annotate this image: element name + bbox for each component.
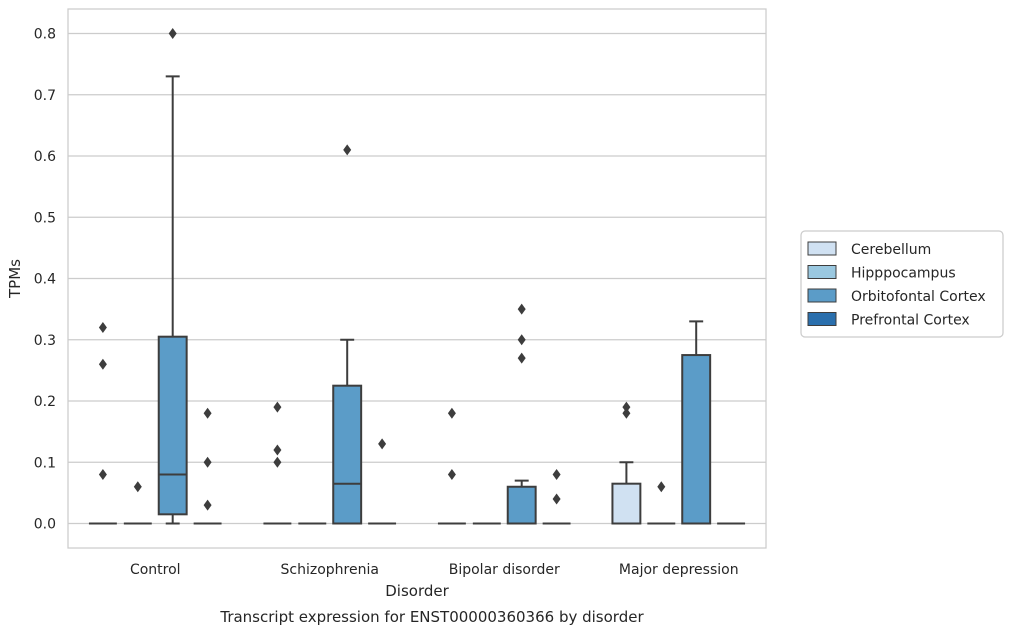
outlier-point [273, 444, 282, 456]
outlier-point [447, 469, 456, 480]
y-tick-labels: 0.0 0.1 0.2 0.3 0.4 0.5 0.6 0.7 0.8 [34, 27, 56, 533]
legend-item: Hipppocampus [807, 265, 956, 282]
outlier-point [98, 358, 107, 370]
box-bipolar-disorder [506, 303, 537, 525]
y-tick-label: 0.2 [34, 394, 56, 410]
series-prefrontal-cortex [193, 407, 746, 525]
box-bipolar-disorder [542, 469, 571, 525]
y-tick-label: 0.4 [34, 272, 56, 288]
legend-swatch [807, 312, 837, 326]
outlier-point [378, 438, 387, 450]
outlier-point [203, 456, 212, 468]
legend-item: Cerebellum [807, 241, 931, 258]
box-major-depression [647, 481, 676, 525]
legend-swatch [807, 241, 837, 256]
plot-frame [67, 8, 767, 549]
box-control [157, 28, 188, 525]
legend-frame [800, 230, 1004, 338]
outlier-point [273, 456, 282, 468]
series-cerebellum [88, 322, 642, 525]
box-control [193, 407, 222, 525]
box-body [506, 485, 537, 525]
legend-label: Hipppocampus [851, 266, 956, 282]
legend-item: Prefrontal Cortex [807, 312, 970, 329]
outlier-point [168, 28, 177, 39]
outlier-point [447, 407, 456, 419]
box-major-depression [611, 401, 642, 525]
y-tick-label: 0.5 [34, 210, 56, 226]
box-schizophrenia [332, 144, 363, 525]
outlier-point [98, 469, 107, 480]
x-tick-label: Major depression [619, 562, 739, 578]
outlier-point [517, 334, 526, 346]
outlier-point [552, 469, 561, 480]
box-major-depression [681, 320, 712, 525]
x-tick-labels: Control Schizophrenia Bipolar disorder Majo… [130, 562, 739, 578]
x-tick-label: Control [130, 562, 181, 578]
box-body [681, 354, 712, 525]
x-tick-label: Schizophrenia [281, 562, 379, 578]
series-orbitofontal-cortex [157, 28, 712, 525]
outlier-point [203, 407, 212, 419]
box-schizophrenia [368, 438, 397, 525]
outlier-point [273, 401, 282, 413]
outlier-point [343, 144, 352, 156]
legend-label: Cerebellum [851, 242, 931, 258]
box-body [157, 335, 188, 516]
legend-label: Orbitofontal Cortex [851, 289, 986, 305]
box-series [88, 28, 746, 525]
box-body [611, 482, 642, 525]
outlier-point [98, 322, 107, 333]
y-tick-label: 0.7 [34, 88, 56, 104]
y-tick-label: 0.1 [34, 455, 56, 471]
y-tick-label: 0.6 [34, 149, 56, 165]
x-tick-label: Bipolar disorder [449, 562, 560, 578]
y-tick-label: 0.8 [34, 27, 56, 43]
y-tick-label: 0.3 [34, 333, 56, 349]
x-axis-label: Disorder [385, 582, 449, 600]
series-hipppocampus [123, 481, 676, 525]
outlier-point [517, 303, 526, 315]
outlier-point [133, 481, 142, 493]
box-control [123, 481, 152, 525]
box-body [332, 384, 363, 525]
box-schizophrenia [263, 401, 292, 525]
outlier-point [517, 352, 526, 364]
chart-caption: Transcript expression for ENST0000036036… [219, 608, 644, 626]
outlier-point [203, 499, 212, 511]
legend-swatch [807, 265, 837, 279]
box-control [88, 322, 117, 525]
legend-label: Prefrontal Cortex [851, 313, 970, 329]
outlier-point [552, 493, 561, 505]
legend: Cerebellum Hipppocampus Orbitofontal Corte… [800, 230, 1004, 338]
box-bipolar-disorder [437, 407, 466, 525]
outlier-point [622, 401, 631, 413]
legend-swatch [807, 288, 837, 303]
y-tick-label: 0.0 [34, 517, 56, 533]
y-axis-label: TPMs [6, 259, 24, 299]
outlier-point [622, 407, 631, 419]
outlier-point [657, 481, 666, 493]
legend-item: Orbitofontal Cortex [807, 288, 986, 305]
